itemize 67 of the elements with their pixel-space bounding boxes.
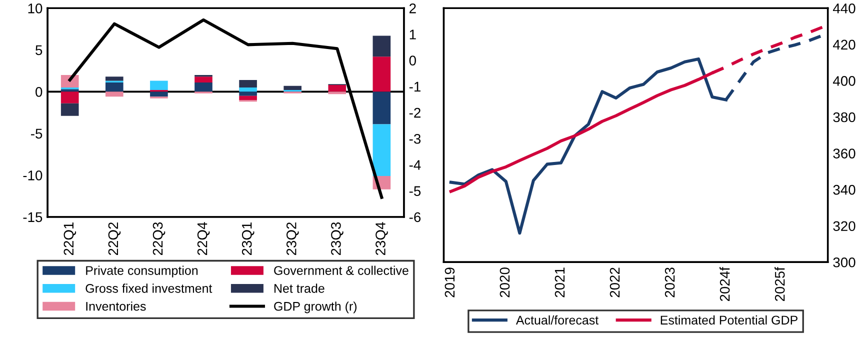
- y2-tick-label: -4: [409, 160, 421, 170]
- bar: [60, 103, 79, 116]
- x-tick-label: 23Q2: [286, 222, 299, 256]
- y-tick-label: -10: [23, 170, 42, 180]
- y2-tick-label: -2: [409, 108, 420, 118]
- bar: [372, 56, 391, 92]
- legend-label: Net trade: [274, 284, 324, 293]
- y-tick-label: 0: [36, 87, 42, 97]
- bar: [328, 84, 346, 92]
- y2-tick-label: 360: [833, 148, 856, 158]
- y2-tick-label: 380: [833, 112, 856, 122]
- bar: [60, 89, 79, 92]
- x-tick-label: 23Q3: [331, 222, 344, 256]
- bar: [372, 92, 391, 124]
- y2-tick-label: -1: [409, 82, 420, 92]
- y2-tick-label: -3: [409, 134, 421, 144]
- bar: [105, 92, 124, 97]
- x-tick-label: 22Q2: [108, 222, 121, 256]
- bar: [284, 86, 302, 90]
- legend-label: Actual/forecast: [516, 315, 599, 325]
- x-tick-label: 22Q3: [152, 222, 166, 256]
- x-tick-label: 2021: [554, 268, 565, 298]
- x-tick-label: 23Q1: [242, 222, 254, 256]
- legend-label: Inventories: [86, 302, 146, 311]
- x-tick-label: 2023: [664, 268, 675, 298]
- bar: [372, 36, 391, 57]
- bar: [105, 76, 124, 81]
- bar: [194, 82, 212, 92]
- x-tick-label: 2020: [500, 268, 510, 298]
- x-tick-label: 23Q4: [376, 222, 388, 256]
- bar: [150, 80, 168, 90]
- legend-label: Private consumption: [86, 266, 198, 278]
- y-tick-label: 5: [36, 45, 42, 56]
- bar: [372, 124, 391, 176]
- y2-tick-label: 300: [833, 257, 856, 268]
- bar: [239, 80, 257, 88]
- y2-tick-label: -6: [409, 212, 421, 222]
- y2-tick-label: 400: [832, 76, 856, 86]
- y-tick-label: -15: [23, 212, 42, 222]
- bar: [239, 87, 257, 92]
- legend-label: GDP growth (r): [274, 302, 357, 314]
- y2-tick-label: 340: [833, 184, 856, 195]
- x-tick-label: 2019: [444, 268, 455, 298]
- y2-tick-label: -5: [409, 186, 421, 196]
- bar: [150, 92, 168, 97]
- bar: [328, 92, 346, 94]
- y-tick-label: 10: [28, 3, 42, 14]
- y2-tick-label: 0: [409, 56, 416, 66]
- x-tick-label: 22Q4: [197, 222, 210, 256]
- x-tick-label: 2022: [610, 268, 620, 298]
- legend-label: Estimated Potential GDP: [660, 315, 798, 325]
- legend-label: Government & collective: [274, 266, 408, 275]
- bar: [194, 76, 212, 82]
- bar: [105, 82, 124, 92]
- y-tick-label: -5: [30, 128, 42, 139]
- y2-tick-label: 2: [410, 3, 416, 14]
- bar: [239, 92, 257, 96]
- x-tick-label: 2025f: [774, 266, 785, 302]
- y2-tick-label: 320: [833, 221, 856, 232]
- bar: [60, 92, 79, 104]
- legend-label: Gross fixed investment: [86, 284, 212, 293]
- x-tick-label: 22Q1: [64, 222, 76, 256]
- y2-tick-label: 1: [410, 30, 416, 40]
- y2-tick-label: 420: [832, 40, 856, 50]
- y2-tick-label: 440: [832, 3, 856, 14]
- x-tick-label: 2024f: [720, 266, 730, 302]
- bar: [239, 96, 257, 100]
